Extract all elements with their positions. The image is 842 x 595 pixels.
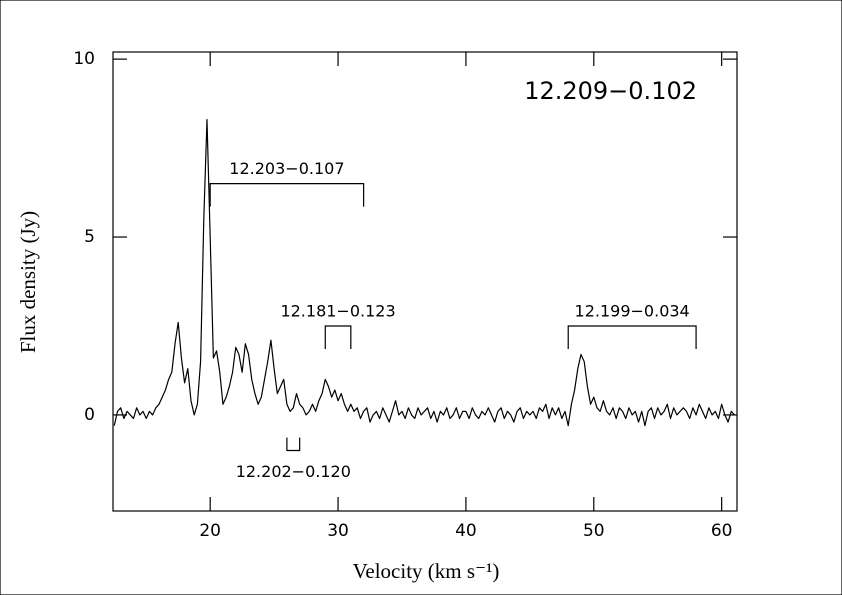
annotation-bracket: [324, 325, 352, 349]
x-tick-label: 40: [455, 521, 477, 541]
chart-title: 12.209−0.102: [524, 77, 697, 105]
annotation-label: 12.181−0.123: [280, 301, 395, 320]
spectrum-line: [113, 119, 735, 427]
x-axis-label: Velocity (km s⁻¹): [353, 559, 500, 583]
annotation-bracket: [286, 437, 301, 452]
y-tick-label: 10: [73, 49, 95, 69]
plot-frame: [112, 51, 738, 512]
annotation-bracket: [567, 325, 697, 349]
annotation-label: 12.199−0.034: [575, 301, 690, 320]
annotation-bracket: [209, 183, 365, 207]
y-tick-label: 0: [84, 405, 95, 425]
annotation-label: 12.202−0.120: [236, 462, 351, 481]
x-tick-label: 30: [327, 521, 349, 541]
x-tick-label: 50: [583, 521, 605, 541]
x-tick-label: 60: [711, 521, 733, 541]
x-tick-label: 20: [199, 521, 221, 541]
y-tick-label: 5: [84, 227, 95, 247]
y-axis-label: Flux density (Jy): [16, 211, 40, 353]
annotation-label: 12.203−0.107: [229, 159, 344, 178]
